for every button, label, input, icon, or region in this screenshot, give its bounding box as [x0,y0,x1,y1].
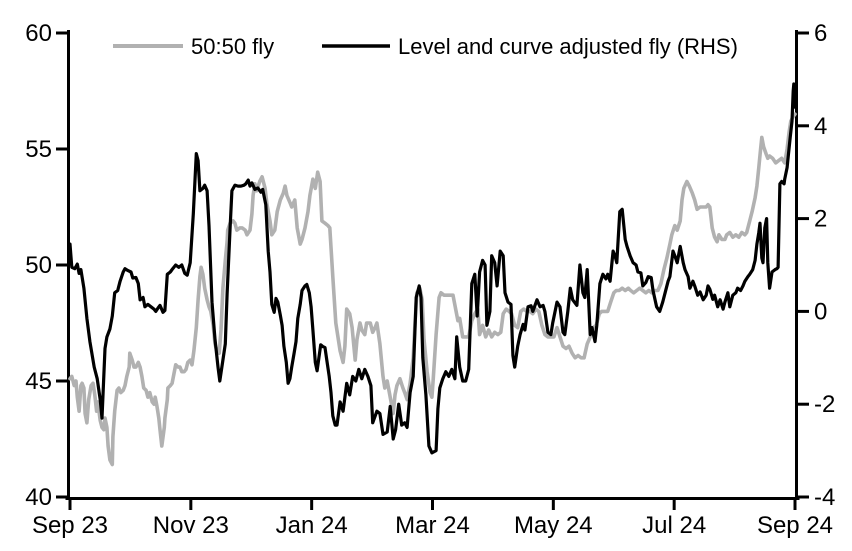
y-right-tick-label: -4 [814,484,835,511]
y-right-tick-label: 2 [814,206,827,233]
y-left-tick-label: 60 [25,20,52,47]
x-tick-label: Nov 23 [153,512,229,539]
legend-label-5050-fly: 50:50 fly [191,34,274,59]
x-tick-label: Sep 24 [757,512,833,539]
y-right-tick-label: -2 [814,391,835,418]
y-left-tick-label: 40 [25,484,52,511]
y-right-tick-label: 6 [814,20,827,47]
y-left-tick-label: 50 [25,252,52,279]
x-tick-label: Mar 24 [395,512,470,539]
tick-marks [56,31,809,510]
x-axis-labels: Sep 23 Nov 23 Jan 24 Mar 24 May 24 Jul 2… [32,512,833,539]
y-left-tick-label: 55 [25,136,52,163]
y-axis-left-labels: 60 55 50 45 40 [25,20,52,511]
y-right-tick-label: 4 [814,113,827,140]
legend-label-level-curve-adjusted-fly: Level and curve adjusted fly (RHS) [398,34,738,59]
x-tick-label: Jul 24 [642,512,706,539]
x-tick-label: Sep 23 [32,512,108,539]
x-tick-label: Jan 24 [276,512,348,539]
series-lines [68,82,797,467]
series-line-level-curve-adjusted-fly [68,82,797,455]
y-right-tick-label: 0 [814,298,827,325]
y-left-tick-label: 45 [25,368,52,395]
y-axis-right-labels: 6 4 2 0 -2 -4 [814,20,835,511]
legend: 50:50 fly Level and curve adjusted fly (… [113,34,738,59]
x-tick-label: May 24 [514,512,593,539]
series-line-fifty-fifty-fly [68,112,797,467]
